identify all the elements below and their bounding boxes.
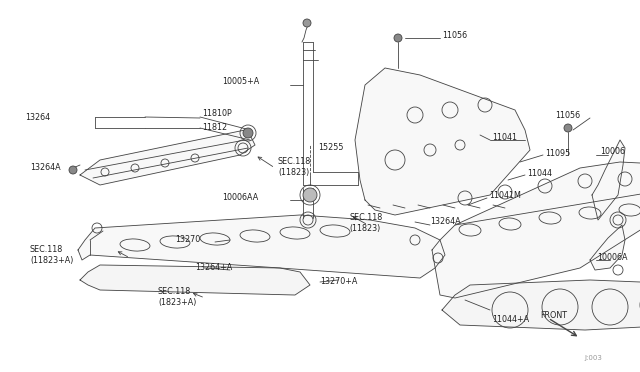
Text: 13264+A: 13264+A xyxy=(195,263,232,273)
Text: (11823+A): (11823+A) xyxy=(30,256,74,264)
Text: 11056: 11056 xyxy=(442,31,467,39)
Text: 11044+A: 11044+A xyxy=(492,315,529,324)
Text: 10005+A: 10005+A xyxy=(222,77,259,87)
Circle shape xyxy=(303,19,311,27)
Text: SEC.118: SEC.118 xyxy=(30,246,63,254)
Text: 13270: 13270 xyxy=(175,235,200,244)
Text: 10006AA: 10006AA xyxy=(222,193,259,202)
Text: 13264: 13264 xyxy=(25,112,50,122)
Circle shape xyxy=(564,124,572,132)
Text: 11041M: 11041M xyxy=(489,192,521,201)
Circle shape xyxy=(303,188,317,202)
Polygon shape xyxy=(80,265,310,295)
Text: 11056: 11056 xyxy=(555,110,580,119)
Text: 11044: 11044 xyxy=(527,169,552,177)
Text: 11095: 11095 xyxy=(545,148,570,157)
Text: SEC.118: SEC.118 xyxy=(349,214,382,222)
Text: FRONT: FRONT xyxy=(540,311,567,320)
Text: (11823): (11823) xyxy=(278,167,309,176)
Text: SEC.118: SEC.118 xyxy=(158,288,191,296)
Text: SEC.118: SEC.118 xyxy=(278,157,311,167)
Text: 13264A: 13264A xyxy=(30,164,61,173)
Text: J:003: J:003 xyxy=(584,355,602,361)
Circle shape xyxy=(394,34,402,42)
Circle shape xyxy=(69,166,77,174)
Text: 10006: 10006 xyxy=(600,148,625,157)
Polygon shape xyxy=(590,225,625,270)
Polygon shape xyxy=(432,162,640,298)
Polygon shape xyxy=(78,215,445,278)
Text: 10006A: 10006A xyxy=(597,253,627,263)
Polygon shape xyxy=(592,140,625,220)
Circle shape xyxy=(243,128,253,138)
Text: 11812: 11812 xyxy=(202,124,227,132)
Text: (11823): (11823) xyxy=(349,224,380,232)
Text: 11810P: 11810P xyxy=(202,109,232,119)
Polygon shape xyxy=(442,280,640,330)
Text: 11041: 11041 xyxy=(492,134,517,142)
Polygon shape xyxy=(355,68,530,215)
Text: 15255: 15255 xyxy=(318,144,344,153)
Text: (1823+A): (1823+A) xyxy=(158,298,196,307)
Polygon shape xyxy=(80,130,255,185)
Text: 13270+A: 13270+A xyxy=(320,278,357,286)
Text: 13264A: 13264A xyxy=(430,218,461,227)
